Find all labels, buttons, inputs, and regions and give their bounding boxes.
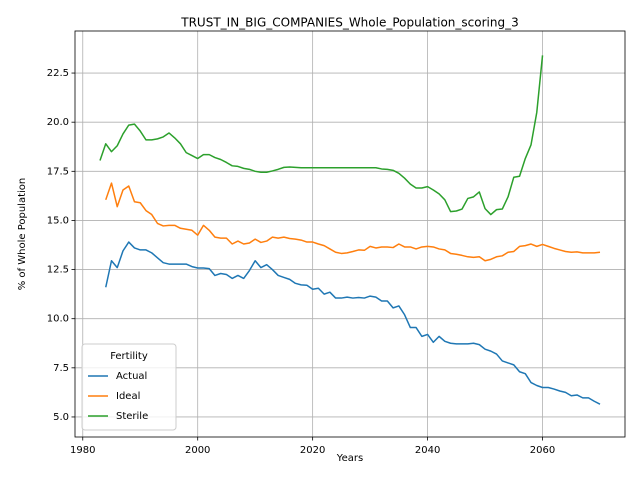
x-tick-label: 2040 — [415, 445, 440, 456]
y-tick-label: 5.0 — [53, 412, 69, 423]
y-tick-label: 12.5 — [47, 265, 69, 276]
y-tick-label: 15.0 — [47, 215, 69, 226]
x-tick-label: 2060 — [530, 445, 555, 456]
data-line — [105, 182, 601, 262]
chart-title: TRUST_IN_BIG_COMPANIES_Whole_Population_… — [180, 16, 518, 30]
data-line — [99, 55, 544, 216]
x-axis-label: Years — [336, 453, 363, 464]
y-tick-label: 20.0 — [47, 117, 69, 128]
legend-label: Sterile — [116, 411, 148, 422]
legend-label: Actual — [116, 371, 147, 382]
y-tick-label: 10.0 — [47, 314, 69, 325]
legend-box — [81, 343, 177, 431]
y-tick-label: 7.5 — [53, 363, 69, 374]
x-tick-label: 2020 — [300, 445, 325, 456]
legend-title: Fertility — [110, 351, 148, 362]
plot-frame — [74, 30, 626, 438]
y-axis-label: % of Whole Population — [17, 178, 28, 291]
y-tick-label: 17.5 — [47, 166, 69, 177]
data-line — [105, 241, 601, 405]
legend: Fertility Actual Ideal Sterile — [81, 343, 177, 431]
y-tick-label: 22.5 — [47, 68, 69, 79]
x-tick-label: 2000 — [185, 445, 210, 456]
legend-label: Ideal — [116, 391, 140, 402]
x-tick-label: 1980 — [70, 445, 95, 456]
